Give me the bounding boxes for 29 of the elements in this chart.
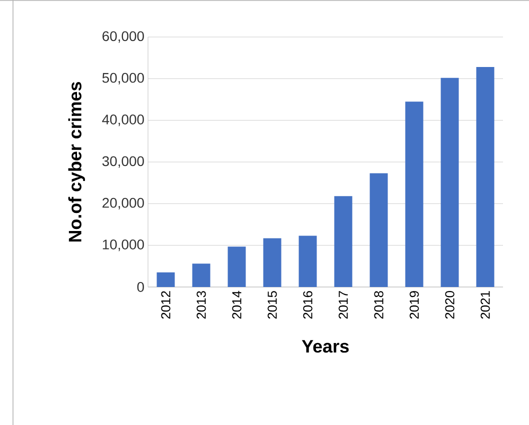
y-tick-label: 50,000 xyxy=(102,72,144,84)
x-tick-label: 2014 xyxy=(232,290,242,319)
y-tick-label: 60,000 xyxy=(102,31,144,43)
bar xyxy=(370,173,388,287)
bar xyxy=(298,236,317,287)
y-tick-label: 0 xyxy=(137,282,144,292)
x-tick-label: 2017 xyxy=(338,291,348,319)
bar xyxy=(334,196,352,287)
x-tick-label: 2012 xyxy=(161,291,170,319)
bar xyxy=(476,66,494,287)
y-axis-title: No.of cyber crimes xyxy=(68,82,85,242)
bar xyxy=(192,264,210,287)
y-tick-label: 40,000 xyxy=(102,114,144,126)
bar xyxy=(440,78,459,287)
x-tick-label: 2013 xyxy=(196,291,206,319)
y-tick-label: 30,000 xyxy=(102,156,144,168)
y-tick-label: 10,000 xyxy=(102,240,144,252)
bar xyxy=(156,272,175,287)
bar xyxy=(228,246,246,287)
x-tick-label: 2016 xyxy=(303,291,312,319)
x-tick-label: 2015 xyxy=(268,291,277,319)
x-tick-label: 2021 xyxy=(480,291,490,319)
x-tick-label: 2019 xyxy=(410,291,419,319)
bar xyxy=(263,238,282,287)
x-tick-label: 2018 xyxy=(374,291,384,319)
y-tick-label: 20,000 xyxy=(102,198,144,210)
bar xyxy=(405,102,424,287)
x-axis-title: Years xyxy=(302,340,349,353)
x-tick-label: 2020 xyxy=(445,291,454,319)
